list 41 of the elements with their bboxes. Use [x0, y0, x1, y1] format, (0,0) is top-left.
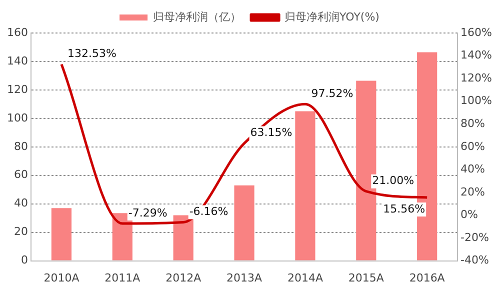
y2-tick-label: 40%	[460, 162, 486, 176]
y2-tick-label: -20%	[460, 230, 489, 244]
y-tick-label: 40	[14, 196, 28, 210]
y-tick-label: 60	[14, 168, 28, 182]
x-tick-label: 2015A	[348, 271, 384, 284]
bar	[295, 111, 316, 260]
y-tick-label: 120	[6, 82, 28, 96]
y-tick-label: 140	[6, 54, 28, 68]
x-tick-label: 2010A	[44, 271, 80, 284]
data-label: 132.53%	[67, 47, 116, 60]
x-tick-label: 2012A	[166, 271, 202, 284]
y2-tick-label: 120%	[460, 71, 492, 84]
legend-label: 归母净利润（亿）	[153, 10, 242, 24]
y2-tick-label: 80%	[460, 116, 486, 130]
x-tick-label: 2014A	[287, 271, 324, 284]
bar	[51, 208, 72, 260]
y2-tick-label: 140%	[460, 48, 492, 62]
data-label: 97.52%	[311, 87, 354, 100]
y2-tick-label: 20%	[460, 185, 486, 198]
y-tick-label: 80	[14, 140, 28, 153]
y-tick-label: 20	[14, 225, 28, 238]
line-series	[60, 63, 428, 225]
y-tick-label: 100	[6, 111, 28, 124]
y2-tick-label: 0%	[460, 208, 478, 222]
bar	[234, 185, 254, 260]
data-label: 63.15%	[250, 126, 292, 140]
data-label: 15.56%	[383, 202, 426, 216]
y2-tick-label: 100%	[460, 94, 492, 108]
y2-tick-label: 60%	[460, 140, 486, 153]
x-tick-label: 2011A	[104, 271, 141, 284]
y-tick-label: 160	[6, 26, 28, 39]
data-label: 21.00%	[372, 174, 414, 188]
legend-label: 归母净利润YOY(%)	[284, 10, 380, 24]
y-tick-label: 0	[20, 254, 28, 267]
y2-tick-label: -40%	[460, 254, 489, 267]
bar	[173, 215, 194, 260]
data-label: -7.29%	[128, 206, 168, 220]
x-tick-label: 2016A	[409, 271, 446, 284]
data-label: -6.16%	[189, 205, 228, 218]
y2-tick-label: 160%	[460, 26, 492, 39]
x-tick-label: 2013A	[226, 271, 262, 284]
